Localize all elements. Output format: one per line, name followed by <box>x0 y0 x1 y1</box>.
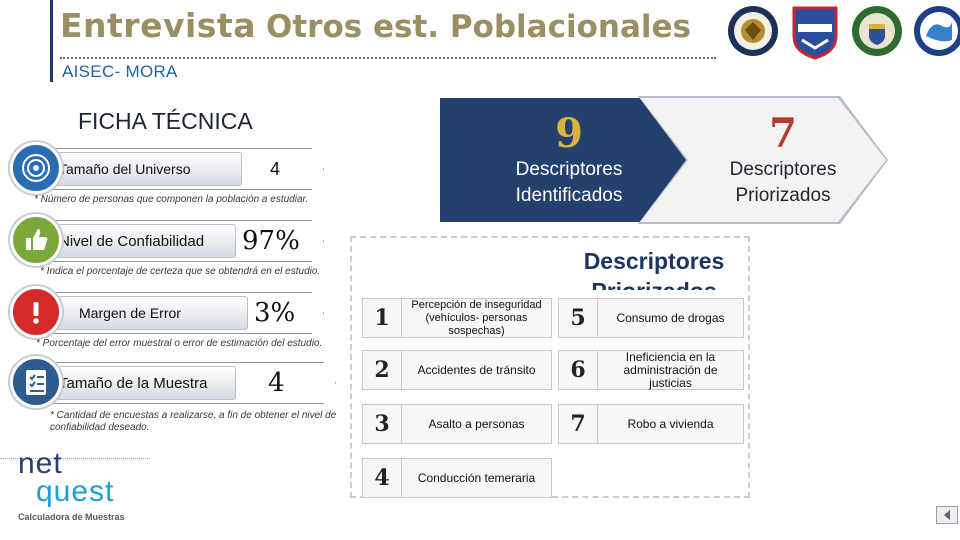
descriptor-item: 1 Percepción de inseguridad (vehículos- … <box>362 298 552 338</box>
metric-label: Tamaño de la Muestra <box>36 366 236 400</box>
regional-emblem-icon <box>912 2 960 60</box>
netquest-caption: Calculadora de Muestras <box>18 512 125 522</box>
metric-confiabilidad: Nivel de Confiabilidad 97% <box>10 214 324 266</box>
metric-label: Margen de Error <box>54 296 248 330</box>
police-emblem-icon <box>850 2 904 60</box>
descriptor-number: 7 <box>558 404 598 444</box>
metric-note-confiabilidad: * Indica el porcentaje de certeza que se… <box>40 266 321 277</box>
metric-value: 3% <box>254 298 296 328</box>
descriptor-number: 6 <box>558 350 598 390</box>
descriptor-item: 6 Ineficiencia en la administración de j… <box>558 350 744 390</box>
triangle-left-icon <box>944 510 950 520</box>
identificados-label-2: Identificados <box>515 185 623 206</box>
descriptor-number: 4 <box>362 458 402 498</box>
descriptor-text: Ineficiencia en la administración de jus… <box>598 350 744 390</box>
seal-emblem-icon <box>726 2 780 60</box>
priorizados-count: 7 <box>769 110 797 157</box>
descriptor-item: 4 Conducción temeraria <box>362 458 552 498</box>
priorizados-label-1: Descriptores <box>729 159 837 180</box>
page-title: Entrevista Otros est. Poblacionales <box>60 6 691 45</box>
metric-note-muestra: * Cantidad de encuestas a realizarse, a … <box>50 410 337 433</box>
panel-heading-line1: Descriptores <box>583 248 725 274</box>
target-icon <box>10 142 62 194</box>
checklist-icon <box>10 356 62 408</box>
metric-error: Margen de Error 3% <box>10 286 324 338</box>
metric-value: 4 <box>270 158 281 179</box>
descriptor-text: Conducción temeraria <box>402 458 552 498</box>
netquest-logo-quest: quest <box>36 475 115 508</box>
descriptor-item: 2 Accidentes de tránsito <box>362 350 552 390</box>
identificados-label-1: Descriptores <box>515 159 623 180</box>
descriptor-number: 5 <box>558 298 598 338</box>
institution-logos <box>726 2 960 60</box>
priorizados-label-2: Priorizados <box>735 185 831 206</box>
descriptor-item: 5 Consumo de drogas <box>558 298 744 338</box>
metric-note-universo: * Número de personas que componen la pob… <box>34 194 309 205</box>
page-title-main: Entrevista <box>60 6 256 45</box>
alert-icon <box>10 286 62 338</box>
metric-muestra: Tamaño de la Muestra 4 <box>10 356 336 408</box>
descriptor-item: 3 Asalto a personas <box>362 404 552 444</box>
page-subtitle: AISEC- MORA <box>62 62 178 81</box>
ficha-tecnica-title: FICHA TÉCNICA <box>78 108 253 134</box>
page-title-rest: Otros est. Poblacionales <box>265 9 691 45</box>
descriptor-item: 7 Robo a vivienda <box>558 404 744 444</box>
metric-label: Tamaño del Universo <box>36 152 242 186</box>
identificados-count: 9 <box>555 110 583 157</box>
brand-divider <box>0 458 150 459</box>
previous-slide-button[interactable] <box>936 506 958 524</box>
panel-heading: Descriptores Priorizados <box>556 246 752 290</box>
descriptor-number: 2 <box>362 350 402 390</box>
thumbs-up-icon <box>10 214 62 266</box>
metric-value: 4 <box>268 368 285 398</box>
metric-note-error: * Porcentaje del error muestral o error … <box>36 338 323 349</box>
title-accent-bar <box>50 0 53 82</box>
title-divider <box>60 57 716 59</box>
descriptor-text: Accidentes de tránsito <box>402 350 552 390</box>
descriptor-number: 3 <box>362 404 402 444</box>
netquest-logo: net quest Calculadora de Muestras <box>18 447 148 523</box>
metric-value: 97% <box>242 226 300 256</box>
descriptor-text: Percepción de inseguridad (vehículos- pe… <box>402 298 552 338</box>
metric-label: Nivel de Confiabilidad <box>36 224 236 258</box>
fuerza-publica-emblem-icon <box>788 2 842 60</box>
descriptor-text: Robo a vivienda <box>598 404 744 444</box>
descriptor-text: Consumo de drogas <box>598 298 744 338</box>
descriptor-number: 1 <box>362 298 402 338</box>
panel-heading-line2: Priorizados <box>556 276 752 290</box>
descriptor-text: Asalto a personas <box>402 404 552 444</box>
netquest-logo-net: net <box>18 447 63 480</box>
metric-universo: Tamaño del Universo 4 <box>10 142 324 194</box>
